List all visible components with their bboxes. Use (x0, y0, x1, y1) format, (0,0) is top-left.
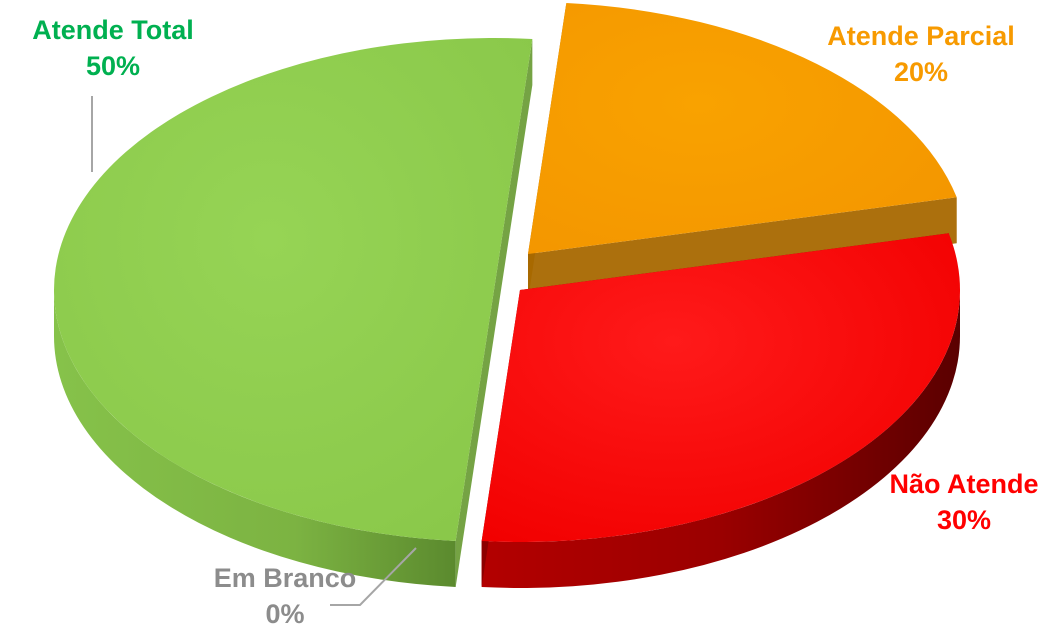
leader-line-em-branco (330, 547, 417, 606)
slice-label-percent: 50% (85, 51, 141, 81)
slice-top-atende-parcial (528, 2, 957, 254)
slice-label-atende-parcial: Atende Parcial 20% (806, 18, 1036, 90)
slice-label-percent: 20% (893, 57, 949, 87)
slice-label-name: Atende Parcial (827, 21, 1015, 51)
slice-side-atende-total (54, 290, 456, 588)
slice-label-name: Não Atende (889, 469, 1039, 499)
slice-cut-face-atende-parcial-1 (528, 197, 957, 300)
slice-side-nao-atende (481, 290, 960, 588)
slice-top-nao-atende (481, 233, 961, 543)
slice-cut-face-atende-total-1 (494, 38, 533, 337)
pie-slices (53, 2, 961, 588)
slice-label-em-branco: Em Branco 0% (200, 560, 370, 632)
slice-label-atende-total: Atende Total 50% (18, 12, 208, 84)
slice-label-name: Atende Total (32, 15, 194, 45)
slice-top-atende-total (53, 37, 533, 542)
slice-label-nao-atende: Não Atende 30% (868, 466, 1060, 538)
slice-label-percent: 0% (265, 599, 305, 629)
slice-cut-face-atende-total-0 (455, 290, 494, 588)
slice-label-percent: 30% (936, 505, 992, 535)
slice-label-name: Em Branco (213, 563, 357, 593)
leader-lines (91, 96, 417, 606)
